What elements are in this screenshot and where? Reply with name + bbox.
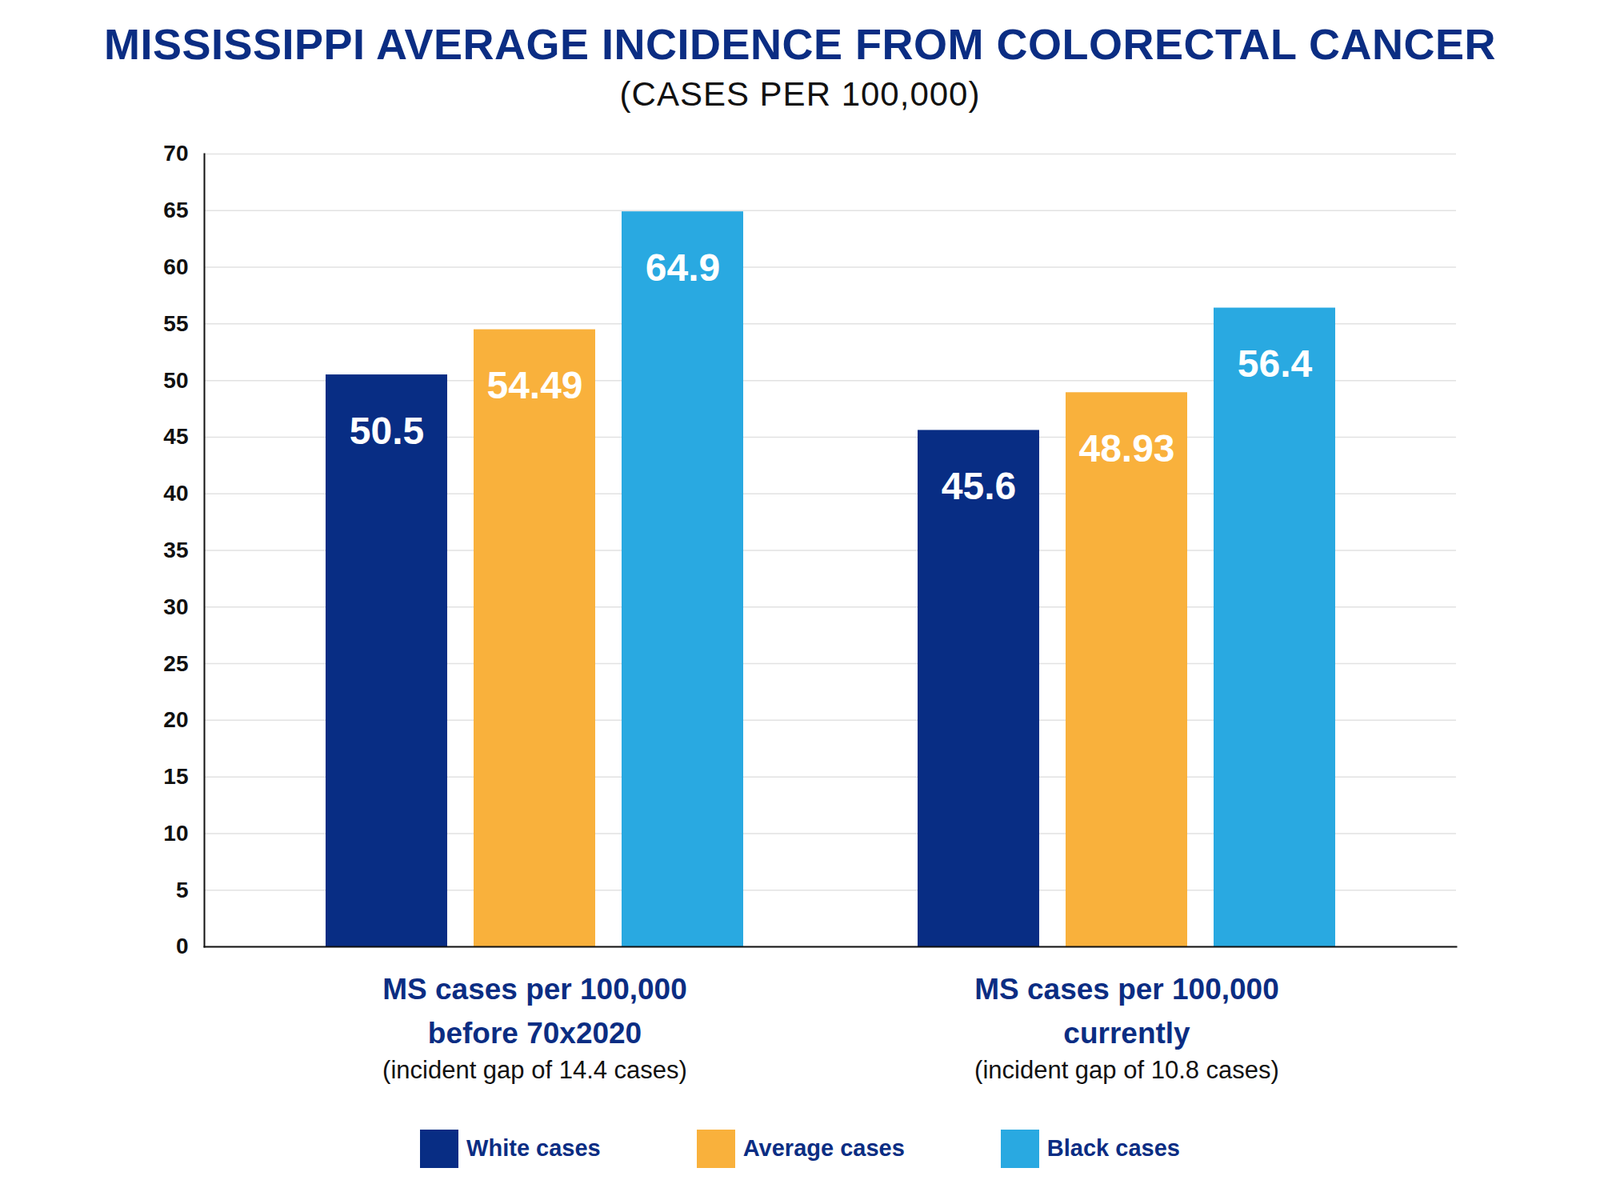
svg-text:(incident gap of 10.8 cases): (incident gap of 10.8 cases) <box>974 1055 1280 1084</box>
svg-text:25: 25 <box>163 650 188 676</box>
svg-text:70: 70 <box>163 140 188 166</box>
svg-text:54.49: 54.49 <box>486 364 583 407</box>
html-text:White cases: White cases <box>466 1135 601 1162</box>
html-text:Black cases: Black cases <box>1047 1135 1180 1162</box>
html-text:(CASES PER 100,000): (CASES PER 100,000) <box>619 75 981 114</box>
svg-text:64.9: 64.9 <box>645 246 720 289</box>
svg-text:56.4: 56.4 <box>1237 342 1313 385</box>
svg-text:55: 55 <box>163 311 188 336</box>
svg-text:50.5: 50.5 <box>349 409 424 452</box>
svg-text:MS cases per 100,000before 70x: MS cases per 100,000before 70x2020 <box>382 972 688 1051</box>
svg-text:20: 20 <box>163 707 188 732</box>
svg-text:30: 30 <box>163 594 188 620</box>
svg-text:40: 40 <box>163 480 188 506</box>
html-text:Average cases: Average cases <box>742 1135 905 1162</box>
svg-text:35: 35 <box>163 537 188 563</box>
svg-text:MS cases per 100,000currently: MS cases per 100,000currently <box>974 972 1280 1051</box>
svg-text:(incident gap of 14.4 cases): (incident gap of 14.4 cases) <box>382 1055 688 1084</box>
svg-text:10: 10 <box>163 820 188 846</box>
svg-text:60: 60 <box>163 254 188 280</box>
svg-text:48.93: 48.93 <box>1078 427 1175 470</box>
svg-text:15: 15 <box>163 764 188 789</box>
svg-text:5: 5 <box>176 876 189 902</box>
html-text:MISSISSIPPI AVERAGE INCIDENCE: MISSISSIPPI AVERAGE INCIDENCE FROM COLOR… <box>103 20 1497 68</box>
svg-text:65: 65 <box>163 197 188 223</box>
svg-text:50: 50 <box>163 367 188 392</box>
svg-text:0: 0 <box>176 933 189 959</box>
svg-text:45.6: 45.6 <box>941 464 1016 508</box>
svg-text:45: 45 <box>163 424 188 449</box>
